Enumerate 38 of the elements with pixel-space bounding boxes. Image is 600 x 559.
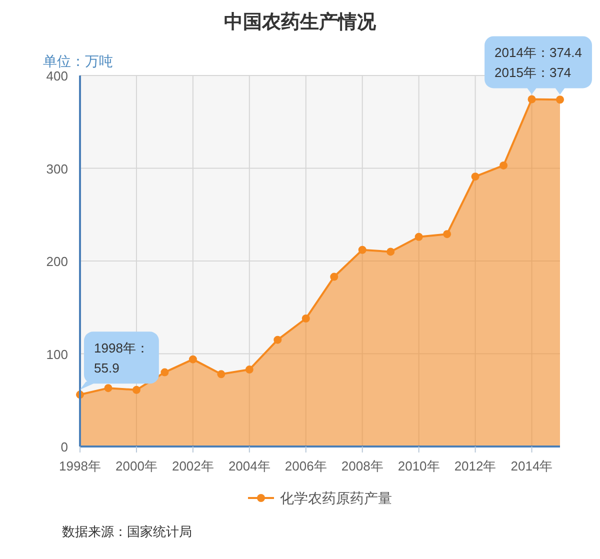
point (528, 95, 536, 104)
point (160, 368, 169, 376)
x-tick-label: 2000年 (116, 458, 158, 474)
annotation: 2015年：374 (494, 65, 572, 80)
x-tick-label: 2002年 (172, 458, 214, 474)
point (132, 386, 140, 394)
point (330, 272, 338, 281)
y-tick-label: 200 (46, 254, 68, 269)
x-tick-label: 2014年 (510, 458, 553, 474)
point (386, 248, 395, 256)
point (302, 314, 310, 323)
annotation: 2014年：374.4 (494, 45, 582, 60)
y-axis-title: 单位：万吨 (43, 53, 113, 69)
point (443, 230, 452, 238)
x-tick-label: 2012年 (454, 458, 496, 474)
point (217, 370, 226, 378)
x-tick-label: 2004年 (228, 458, 270, 474)
y-tick-label: 0 (60, 440, 68, 454)
point (274, 336, 282, 344)
y-tick-label: 100 (46, 346, 68, 362)
point (188, 355, 197, 364)
source-note: 数据来源：国家统计局 (62, 524, 192, 539)
chart-title: 中国农药生产情况 (224, 11, 377, 33)
y-tick-label: 400 (46, 68, 68, 84)
point (500, 161, 508, 170)
point (358, 246, 366, 254)
point (104, 384, 112, 392)
x-tick-label: 2006年 (284, 458, 327, 474)
x-tick-label: 2008年 (341, 458, 384, 474)
point (245, 366, 254, 374)
legend-label: 化学农药原药产量 (280, 490, 392, 506)
point (471, 172, 480, 181)
x-tick-label: 2010年 (398, 458, 440, 474)
annotation: 1998年：55.9 (94, 340, 149, 376)
y-tick-label: 300 (46, 161, 68, 176)
point (414, 232, 423, 241)
x-tick-label: 1998年 (59, 458, 101, 474)
point (556, 96, 564, 104)
